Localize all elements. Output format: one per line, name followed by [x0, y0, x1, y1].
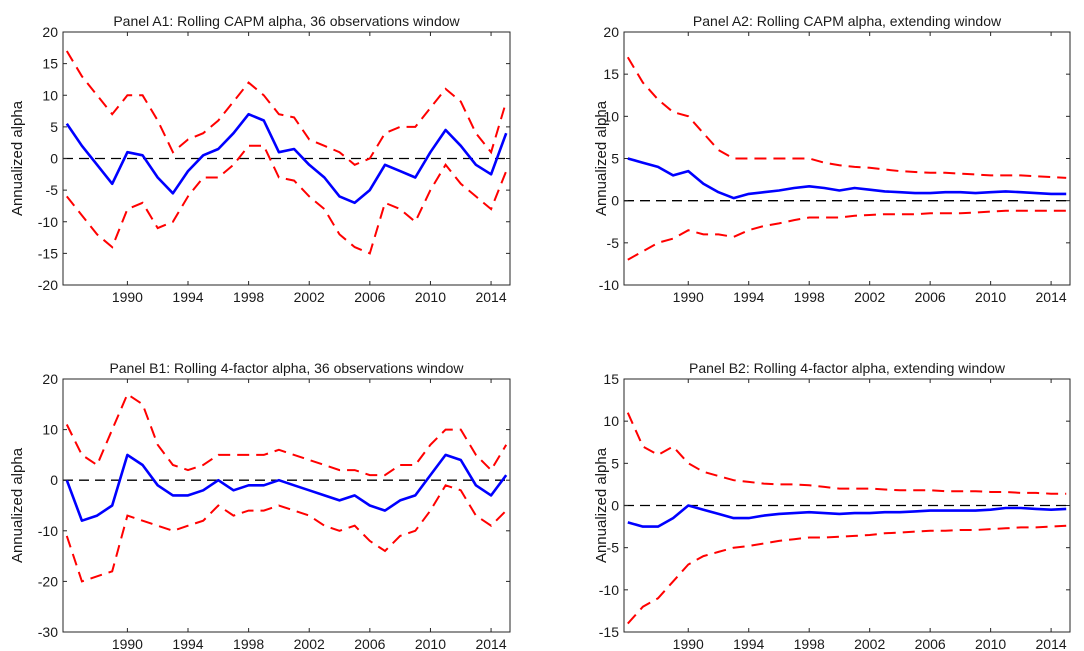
- x-tick-label: 2014: [475, 289, 506, 305]
- alpha-estimate-line: [627, 504, 1067, 528]
- alpha-estimate-line: [65, 112, 508, 205]
- y-tick-label: 5: [50, 119, 58, 135]
- x-tick-label: 1998: [233, 636, 264, 651]
- upper-confidence-band: [626, 56, 1067, 179]
- panel-a1: Panel A1: Rolling CAPM alpha, 36 observa…: [9, 13, 511, 305]
- upper-confidence-band: [626, 412, 1067, 495]
- y-tick-label: 0: [611, 193, 619, 209]
- y-tick-label: -10: [599, 277, 619, 293]
- x-tick-label: 1994: [733, 636, 764, 651]
- y-tick-label: 0: [50, 472, 58, 488]
- panel-title: Panel B1: Rolling 4-factor alpha, 36 obs…: [109, 360, 464, 376]
- x-tick-label: 2010: [975, 636, 1006, 651]
- upper-confidence-band: [65, 50, 508, 166]
- plot-area: [624, 32, 1070, 285]
- x-tick-label: 2014: [1036, 289, 1067, 305]
- lower-confidence-band: [627, 209, 1067, 261]
- y-tick-label: 20: [603, 24, 619, 40]
- x-tick-label: 2010: [415, 289, 446, 305]
- y-tick-label: 5: [611, 151, 619, 167]
- x-tick-label: 2010: [415, 636, 446, 651]
- y-tick-label: -20: [38, 277, 58, 293]
- y-tick-label: -20: [38, 573, 58, 589]
- y-tick-label: 20: [42, 371, 58, 387]
- x-tick-label: 2006: [915, 289, 946, 305]
- y-tick-label: -5: [46, 182, 59, 198]
- y-tick-label: -15: [38, 245, 58, 261]
- x-tick-label: 1990: [673, 289, 704, 305]
- x-tick-label: 1994: [733, 289, 764, 305]
- y-tick-label: -15: [599, 624, 619, 640]
- x-tick-label: 1998: [794, 289, 825, 305]
- plot-area: [63, 379, 510, 632]
- y-axis-label: Annualized alpha: [9, 100, 26, 216]
- y-tick-label: 0: [50, 151, 58, 167]
- x-tick-label: 1990: [673, 636, 704, 651]
- lower-confidence-band: [627, 524, 1067, 625]
- y-tick-label: -5: [607, 540, 620, 556]
- x-tick-label: 1998: [794, 636, 825, 651]
- y-tick-label: 15: [42, 56, 58, 72]
- x-tick-label: 1998: [233, 289, 264, 305]
- panel-a2: Panel A2: Rolling CAPM alpha, extending …: [593, 13, 1071, 305]
- y-tick-label: -30: [38, 624, 58, 640]
- y-tick-label: 10: [42, 87, 58, 103]
- x-tick-label: 2010: [975, 289, 1006, 305]
- x-tick-label: 1990: [112, 636, 143, 651]
- x-tick-label: 2002: [854, 636, 885, 651]
- y-tick-label: 15: [603, 66, 619, 82]
- panel-b2: Panel B2: Rolling 4-factor alpha, extend…: [593, 360, 1071, 651]
- y-axis-label: Annualized alpha: [9, 447, 26, 563]
- alpha-estimate-line: [627, 157, 1067, 200]
- y-tick-label: 0: [611, 498, 619, 514]
- panel-b1: Panel B1: Rolling 4-factor alpha, 36 obs…: [9, 360, 511, 651]
- panel-title: Panel A1: Rolling CAPM alpha, 36 observa…: [113, 13, 460, 29]
- y-tick-label: 10: [603, 413, 619, 429]
- series-group: [624, 56, 1070, 261]
- y-tick-label: 20: [42, 24, 58, 40]
- x-tick-label: 2006: [354, 289, 385, 305]
- series-group: [624, 412, 1070, 625]
- lower-confidence-band: [66, 144, 508, 255]
- y-axis-label: Annualized alpha: [593, 447, 610, 563]
- axes-frame: [62, 378, 511, 633]
- series-group: [63, 50, 510, 255]
- y-tick-label: -10: [38, 214, 58, 230]
- y-tick-label: 15: [603, 371, 619, 387]
- y-tick-label: 10: [603, 108, 619, 124]
- series-group: [63, 392, 510, 583]
- x-tick-label: 2014: [475, 636, 506, 651]
- x-tick-label: 2002: [294, 636, 325, 651]
- x-tick-label: 2006: [354, 636, 385, 651]
- x-tick-label: 2006: [915, 636, 946, 651]
- y-tick-label: 5: [611, 455, 619, 471]
- panel-title: Panel B2: Rolling 4-factor alpha, extend…: [689, 360, 1006, 376]
- x-tick-label: 1990: [112, 289, 143, 305]
- y-axis-label: Annualized alpha: [593, 100, 610, 216]
- alpha-estimate-line: [65, 453, 508, 523]
- y-tick-label: -10: [38, 523, 58, 539]
- x-tick-label: 2002: [854, 289, 885, 305]
- y-tick-label: -10: [599, 582, 619, 598]
- y-tick-label: -5: [607, 235, 620, 251]
- panel-title: Panel A2: Rolling CAPM alpha, extending …: [693, 13, 1002, 29]
- lower-confidence-band: [65, 484, 507, 583]
- x-tick-label: 2014: [1036, 636, 1067, 651]
- x-tick-label: 1994: [172, 636, 203, 651]
- upper-confidence-band: [65, 392, 508, 477]
- x-tick-label: 1994: [172, 289, 203, 305]
- x-tick-label: 2002: [294, 289, 325, 305]
- y-tick-label: 10: [42, 422, 58, 438]
